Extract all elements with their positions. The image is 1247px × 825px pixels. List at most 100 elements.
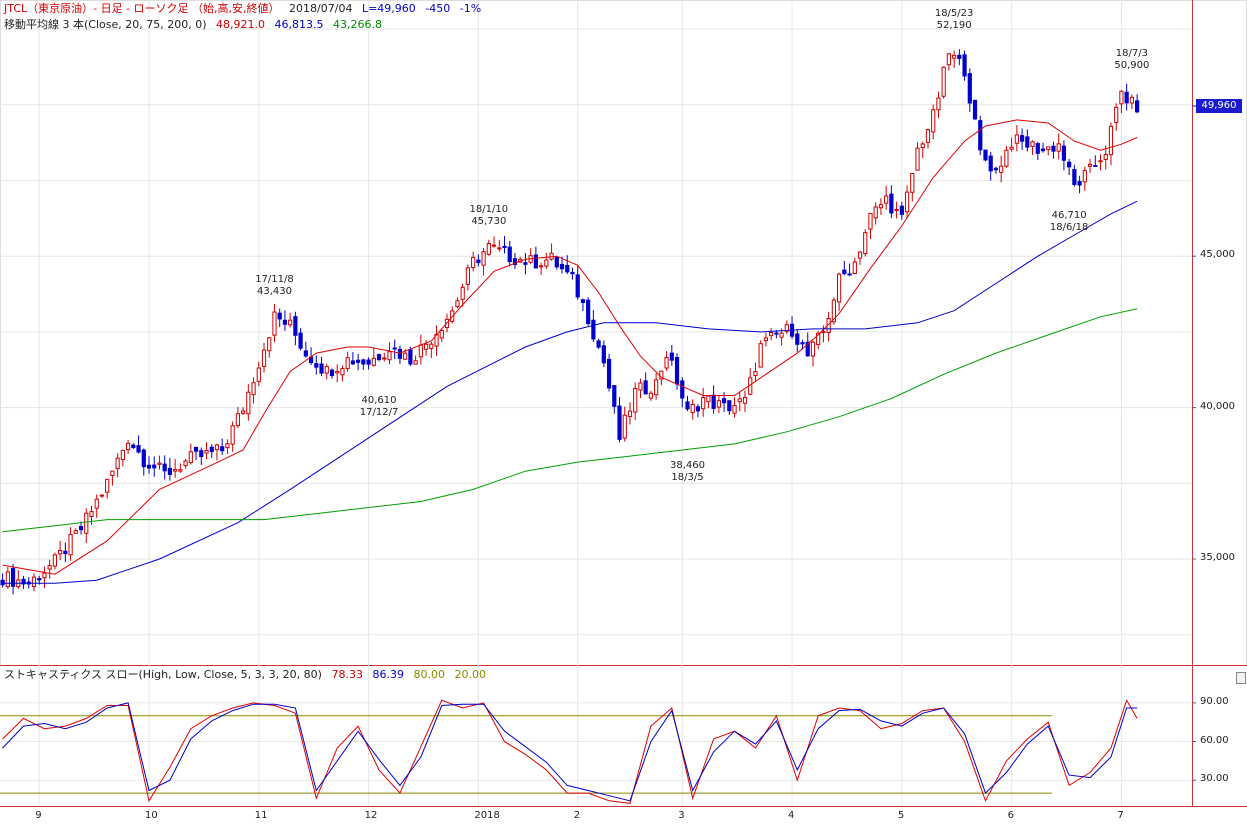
candle-body xyxy=(784,324,789,332)
candle-body xyxy=(925,129,931,143)
candle-body xyxy=(690,403,695,413)
candle-body xyxy=(669,352,674,361)
candle-body xyxy=(544,259,549,267)
candle-body xyxy=(988,155,993,172)
candle-body xyxy=(648,392,653,399)
candle-body xyxy=(277,312,282,320)
stoch-y-tick-label: 90.00 xyxy=(1200,695,1229,707)
header-change-pct: -1% xyxy=(459,2,482,15)
candle-body xyxy=(282,319,288,325)
y-tick-label: 40,000 xyxy=(1200,400,1235,412)
candle-body xyxy=(758,343,763,368)
candle-body xyxy=(915,147,920,171)
stoch-k-value: 78.33 xyxy=(331,668,363,681)
annotation-label: 38,460 xyxy=(669,460,705,472)
candle-body xyxy=(371,357,376,366)
stoch-y-tick-label: 60.00 xyxy=(1200,734,1229,746)
candle-body xyxy=(884,195,889,204)
candle-body xyxy=(125,442,131,451)
candle-body xyxy=(1025,136,1030,148)
candle-body xyxy=(1114,106,1119,124)
candle-body xyxy=(586,299,591,325)
candle-body xyxy=(852,261,857,275)
candle-body xyxy=(878,204,884,209)
candle-body xyxy=(89,511,94,517)
annotation-label: 40,610 xyxy=(361,395,397,407)
candle-body xyxy=(507,246,512,263)
candle-body xyxy=(152,464,157,469)
candle-body xyxy=(638,382,643,391)
candle-body xyxy=(596,340,601,348)
candle-body xyxy=(220,446,225,452)
candle-body xyxy=(863,232,868,255)
candle-body xyxy=(742,396,748,404)
candle-body xyxy=(293,316,298,336)
x-tick-label: 5 xyxy=(897,810,905,821)
candle-body xyxy=(701,396,706,410)
candle-body xyxy=(162,463,167,472)
candle-body xyxy=(157,462,162,465)
candle-body xyxy=(1061,145,1067,161)
candle-body xyxy=(972,99,978,120)
x-tick-label: 10 xyxy=(145,810,158,821)
candle-body xyxy=(622,414,627,439)
x-tick-label: 4 xyxy=(788,810,795,821)
candle-body xyxy=(1046,146,1051,151)
candle-body xyxy=(554,257,559,268)
candle-body xyxy=(246,391,251,415)
ma-legend: 移動平均線 3 本(Close, 20, 75, 200, 0) 48,921.… xyxy=(4,18,388,32)
candle-body xyxy=(910,172,915,193)
candle-body xyxy=(5,571,10,588)
stoch-legend-label: ストキャスティクス スロー(High, Low, Close, 5, 3, 3,… xyxy=(4,668,322,681)
stoch-d-value: 86.39 xyxy=(372,668,404,681)
candle-body xyxy=(481,251,486,266)
candle-body xyxy=(105,478,110,493)
candle-body xyxy=(173,468,178,472)
x-tick-label: 12 xyxy=(364,810,378,821)
candle-body xyxy=(1135,100,1140,113)
candle-body xyxy=(559,263,565,270)
ma200-value: 43,266.8 xyxy=(332,18,382,31)
candle-body xyxy=(382,357,387,360)
candle-body xyxy=(361,359,366,365)
candle-body xyxy=(983,149,988,161)
candle-body xyxy=(774,332,779,335)
candle-body xyxy=(261,349,267,367)
candle-body xyxy=(167,467,173,475)
candle-body xyxy=(10,567,16,587)
annotation-label: 18/7/3 xyxy=(1115,47,1148,59)
candle-body xyxy=(324,366,329,374)
candle-body xyxy=(460,286,465,300)
candle-body xyxy=(805,341,810,357)
candle-body xyxy=(1030,141,1035,147)
candle-body xyxy=(847,273,852,276)
candle-body xyxy=(235,413,240,427)
candle-body xyxy=(376,354,382,361)
annotation-label: 43,430 xyxy=(256,285,292,297)
candle-body xyxy=(1077,181,1082,186)
candle-body xyxy=(94,498,99,509)
candle-body xyxy=(533,254,538,269)
candle-body xyxy=(42,572,47,579)
candle-body xyxy=(193,446,199,452)
annotation-label: 17/11/8 xyxy=(255,273,294,285)
candle-body xyxy=(816,332,821,345)
candle-body xyxy=(1103,154,1108,160)
candle-body xyxy=(131,444,136,449)
candle-body xyxy=(575,274,580,298)
candle-body xyxy=(37,578,42,581)
candle-body xyxy=(267,337,272,352)
candle-body xyxy=(225,443,230,449)
candle-body xyxy=(68,534,73,556)
candle-body xyxy=(1119,90,1124,105)
candle-body xyxy=(680,380,685,399)
candle-body xyxy=(214,444,220,451)
candle-body xyxy=(366,359,371,365)
candle-body xyxy=(58,550,63,555)
candle-body xyxy=(99,494,105,497)
candle-body xyxy=(606,358,612,389)
panel-resize-handle[interactable] xyxy=(1236,672,1246,684)
x-tick-label: 11 xyxy=(254,810,268,821)
current-price-tag: 49,960 xyxy=(1196,99,1242,113)
candle-body xyxy=(539,265,544,268)
